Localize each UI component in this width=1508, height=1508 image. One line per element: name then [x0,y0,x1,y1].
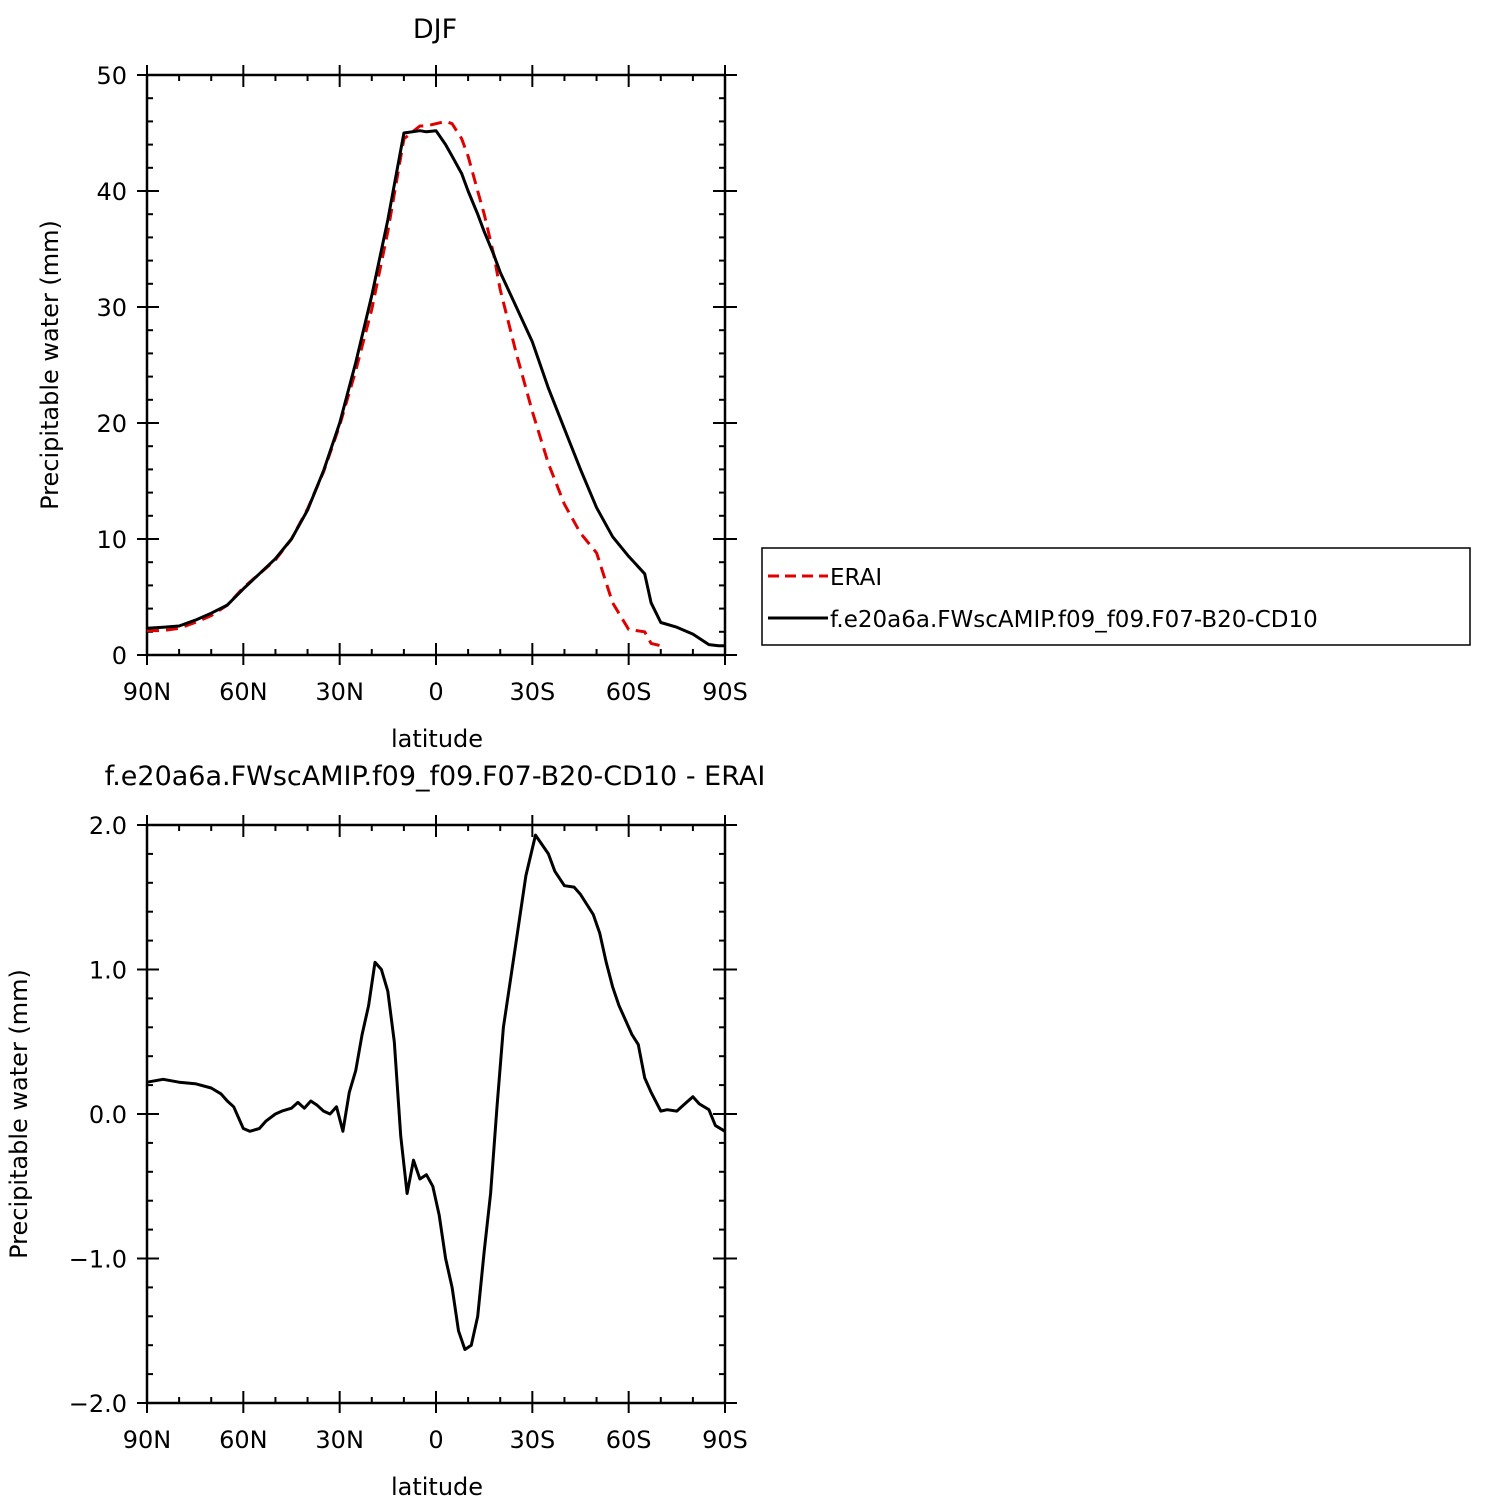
y-tick-label: 10 [96,526,127,554]
x-tick-label: 60N [219,1426,268,1454]
x-axis-title: latitude [391,725,483,753]
x-tick-label: 90N [123,678,172,706]
y-tick-label: 0.0 [89,1101,127,1129]
y-tick-label: 1.0 [89,957,127,985]
legend-label: ERAI [830,565,882,591]
x-tick-label: 60N [219,678,268,706]
y-tick-label: −2.0 [69,1390,127,1418]
y-tick-label: 50 [96,62,127,90]
bottom-panel: 90N 60N 30N 0 30S 60S 90S −2.0 −1.0 0.0 1.0 2.0 lati… [5,761,765,1501]
legend: ERAI f.e20a6a.FWscAMIP.f09_f09.F07-B20-CD… [761,547,1471,646]
y-tick-label: 0 [112,642,127,670]
plot-frame [145,823,727,1405]
x-tick-label: 0 [428,1426,443,1454]
x-tick-label: 30N [315,1426,364,1454]
panel-title: f.e20a6a.FWscAMIP.f09_f09.F07-B20-CD10 -… [105,761,766,792]
y-axis-title: Precipitable water (mm) [36,220,64,510]
series-line-difference [146,833,726,1351]
y-axis-title: Precipitable water (mm) [5,969,33,1259]
y-tick-label: 40 [96,178,127,206]
x-tick-label: 30N [315,678,364,706]
legend-box [761,547,1471,646]
x-tick-label: 60S [606,1426,652,1454]
panel-title: DJF [413,14,457,45]
y-tick-label: 20 [96,410,127,438]
legend-label: f.e20a6a.FWscAMIP.f09_f09.F07-B20-CD10 [830,607,1318,633]
x-tick-label: 0 [428,678,443,706]
y-tick-label: 2.0 [89,812,127,840]
x-tick-label: 30S [509,678,555,706]
x-tick-label: 90S [702,678,748,706]
top-panel: 90N 60N 30N 0 30S 60S 90S 0 10 20 30 40 50 latitude Pr… [36,14,748,753]
y-tick-label: 30 [96,294,127,322]
series-line-f-e20a6a-fwscamip-f09-f09-f07-b20-cd10 [146,129,725,648]
x-tick-label: 90N [123,1426,172,1454]
y-tick-label: −1.0 [69,1246,127,1274]
x-tick-label: 60S [606,678,652,706]
x-tick-label: 30S [509,1426,555,1454]
series-line-erai [147,119,662,648]
x-axis-title: latitude [391,1473,483,1501]
x-tick-label: 90S [702,1426,748,1454]
